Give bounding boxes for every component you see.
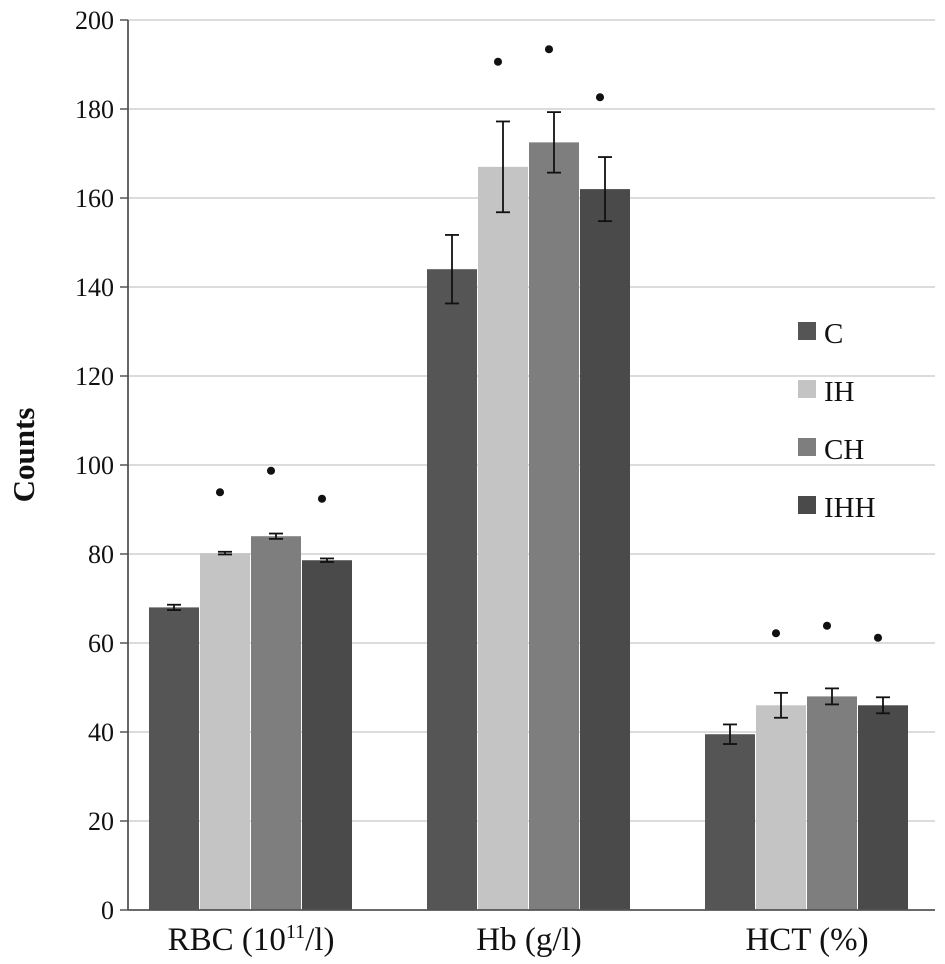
legend-label: IH <box>824 376 855 408</box>
x-tick-label-suffix: /l) <box>305 922 334 958</box>
y-tick-label: 20 <box>88 807 114 836</box>
bar <box>705 734 755 910</box>
significance-marker: • <box>317 482 328 515</box>
legend-swatch <box>798 496 816 514</box>
bar <box>302 560 352 910</box>
y-tick-label: 100 <box>75 451 114 480</box>
x-tick-label: Hb (g/l) <box>476 922 581 958</box>
bar <box>756 705 806 910</box>
y-tick-label: 0 <box>101 896 114 925</box>
bar <box>427 269 477 910</box>
y-axis-label: Counts <box>6 408 41 503</box>
bar <box>858 705 908 910</box>
significance-marker: • <box>595 81 606 114</box>
significance-marker: • <box>771 617 782 650</box>
y-tick-label: 60 <box>88 629 114 658</box>
bars: • • • • • • • • • <box>149 33 908 911</box>
bar <box>149 607 199 910</box>
y-tick-label: 40 <box>88 718 114 747</box>
legend: C IH CH IHH <box>798 318 876 524</box>
significance-marker: • <box>873 621 884 654</box>
y-tick-label: 80 <box>88 540 114 569</box>
significance-marker: • <box>266 455 277 488</box>
axes: 0 20 40 60 80 100 120 140 160 180 200 RBC (1011/l) H… <box>75 6 935 958</box>
y-tick-label: 200 <box>75 6 114 35</box>
bar <box>807 696 857 910</box>
legend-swatch <box>798 322 816 340</box>
significance-marker: • <box>215 476 226 509</box>
bar <box>251 536 301 910</box>
y-tick-label: 120 <box>75 362 114 391</box>
y-tick-label: 160 <box>75 184 114 213</box>
x-tick-label: RBC (1011/l) <box>168 921 335 958</box>
x-tick-label: HCT (%) <box>745 922 868 958</box>
bar <box>200 553 250 910</box>
legend-swatch <box>798 438 816 456</box>
bar <box>529 142 579 910</box>
significance-marker: • <box>493 45 504 78</box>
y-tick-label: 140 <box>75 273 114 302</box>
legend-label: IHH <box>824 492 876 524</box>
significance-marker: • <box>544 33 555 66</box>
bar <box>580 189 630 911</box>
x-tick-label-superscript: 11 <box>286 921 305 943</box>
y-tick-label: 180 <box>75 95 114 124</box>
significance-marker: • <box>822 609 833 642</box>
bar <box>478 166 528 911</box>
legend-label: CH <box>824 434 864 466</box>
legend-label: C <box>824 318 843 350</box>
legend-swatch <box>798 380 816 398</box>
